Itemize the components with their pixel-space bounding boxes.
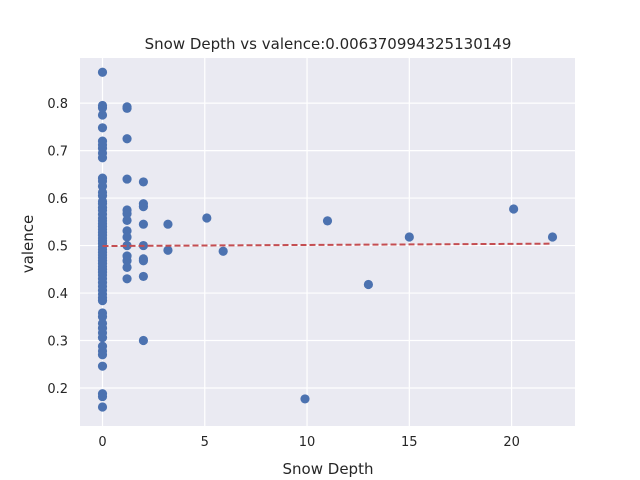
data-point: [404, 232, 414, 242]
data-point: [122, 215, 132, 225]
data-point: [122, 134, 132, 144]
data-point: [122, 256, 132, 266]
data-point: [122, 240, 132, 251]
data-point: [97, 402, 108, 412]
data-point: [122, 209, 132, 219]
data-point: [97, 123, 108, 133]
data-point: [122, 103, 132, 113]
data-point: [122, 274, 132, 284]
y-tick-label: 0.3: [47, 335, 68, 350]
data-point: [122, 174, 132, 184]
x-tick-label: 10: [299, 435, 316, 450]
data-point: [97, 103, 108, 113]
data-point: [138, 177, 149, 187]
data-point: [97, 67, 108, 77]
data-point: [218, 246, 228, 256]
plot-area: [80, 58, 575, 426]
y-tick-label: 0.8: [47, 97, 68, 112]
x-tick-label: 20: [503, 435, 520, 450]
data-point: [547, 232, 558, 242]
data-point: [163, 245, 173, 255]
data-point: [122, 232, 132, 242]
data-point: [122, 262, 132, 273]
y-tick-label: 0.7: [47, 145, 68, 160]
data-point: [138, 335, 149, 346]
x-tick-label: 0: [98, 435, 106, 450]
data-point: [138, 271, 149, 282]
data-point: [363, 279, 374, 290]
y-tick-label: 0.5: [47, 240, 68, 255]
y-axis-ticks: 0.2 0.3 0.4 0.5 0.6 0.7 0.8: [47, 97, 68, 397]
x-tick-label: 5: [201, 435, 209, 450]
data-point: [97, 361, 108, 371]
data-point: [138, 202, 149, 212]
data-point: [300, 394, 310, 404]
grid-lines: [80, 58, 575, 426]
data-point: [509, 204, 519, 214]
data-point: [322, 216, 333, 226]
data-point: [97, 333, 108, 343]
scatter-points: [97, 67, 558, 412]
data-point: [97, 296, 108, 306]
data-point: [202, 213, 212, 223]
y-tick-label: 0.6: [47, 192, 68, 207]
data-point: [97, 391, 108, 402]
data-point: [97, 312, 108, 322]
data-point: [138, 219, 149, 229]
chart-title: Snow Depth vs valence:0.0063709943251301…: [145, 35, 512, 53]
x-axis-ticks: 0 5 10 15 20: [98, 435, 520, 450]
y-axis-label: valence: [19, 215, 37, 273]
x-tick-label: 15: [401, 435, 418, 450]
data-point: [97, 350, 108, 360]
trend-line: [102, 242, 553, 248]
data-point: [97, 110, 108, 120]
y-tick-label: 0.2: [47, 382, 68, 397]
data-point: [138, 256, 149, 266]
data-point: [163, 219, 173, 229]
data-point: [97, 153, 108, 163]
x-axis-label: Snow Depth: [283, 460, 374, 478]
y-tick-label: 0.4: [47, 287, 68, 302]
